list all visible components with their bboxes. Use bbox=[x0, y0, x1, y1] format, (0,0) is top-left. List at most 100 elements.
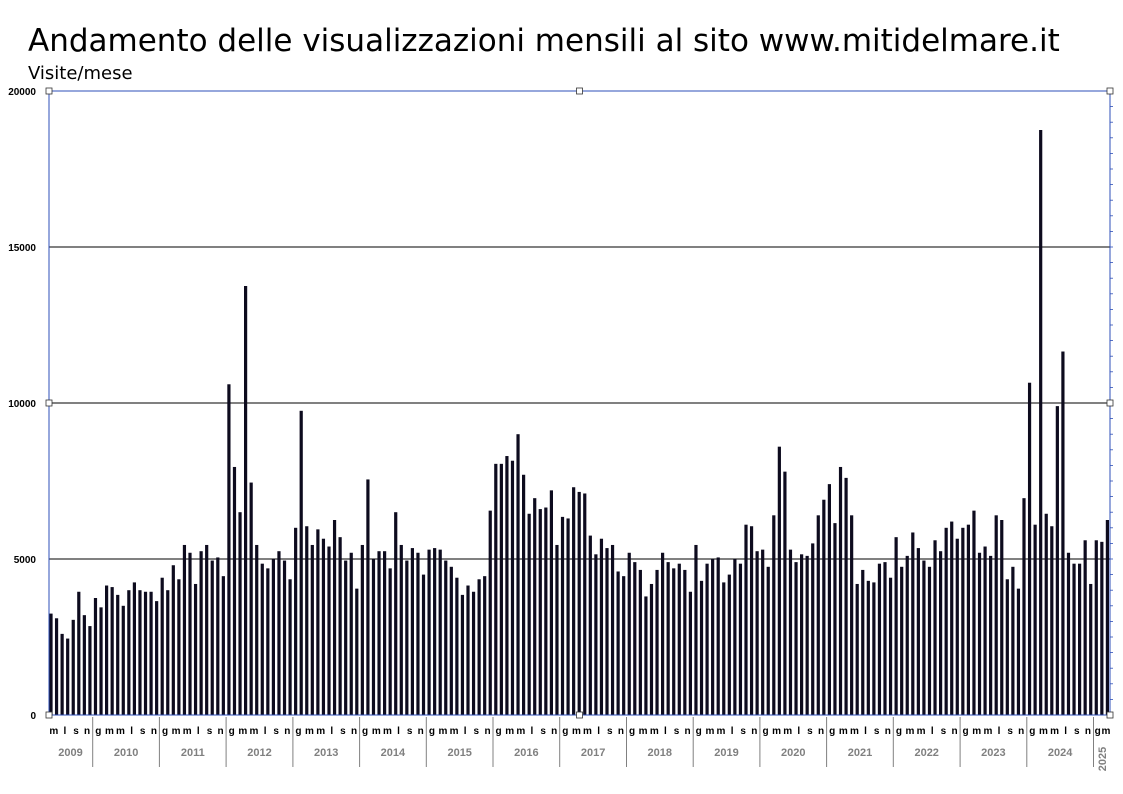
month-label-2022-0: g bbox=[896, 726, 902, 737]
bar-2025-3 bbox=[1105, 520, 1109, 715]
bar-2016-2 bbox=[499, 463, 503, 715]
month-label-2017-4: s bbox=[607, 726, 613, 737]
bar-2022-4 bbox=[911, 532, 915, 715]
bar-2011-4 bbox=[177, 579, 181, 715]
month-label-2010-4: s bbox=[140, 726, 146, 737]
bar-2016-6 bbox=[522, 474, 526, 715]
y-tick-label-4: 20000 bbox=[8, 87, 36, 98]
year-label-2014: 2014 bbox=[381, 747, 406, 759]
bar-2022-1 bbox=[894, 537, 898, 715]
year-label-2022: 2022 bbox=[914, 747, 938, 759]
bar-2012-1 bbox=[227, 384, 231, 715]
bar-2013-10 bbox=[344, 560, 348, 715]
year-label-2013: 2013 bbox=[314, 747, 338, 759]
month-label-2016-3: l bbox=[531, 726, 534, 737]
bar-2009-8 bbox=[88, 626, 92, 715]
bar-2011-11 bbox=[216, 557, 220, 715]
bar-2010-7 bbox=[127, 590, 131, 715]
month-label-2020-3: l bbox=[797, 726, 800, 737]
month-label-2015-1: m bbox=[439, 726, 448, 737]
month-label-2010-2: m bbox=[116, 726, 125, 737]
month-label-2023-1: m bbox=[972, 726, 981, 737]
bar-2021-12 bbox=[888, 577, 893, 715]
bar-2023-11 bbox=[1016, 588, 1021, 715]
handle-3 bbox=[45, 399, 53, 407]
bar-2011-2 bbox=[166, 590, 170, 715]
bar-2018-3 bbox=[638, 569, 642, 715]
bar-2018-12 bbox=[688, 591, 692, 715]
month-label-2024-1: m bbox=[1039, 726, 1048, 737]
bar-2018-4 bbox=[644, 596, 648, 715]
bar-2021-10 bbox=[877, 563, 882, 715]
bar-2015-11 bbox=[483, 576, 487, 715]
bar-2012-3 bbox=[238, 512, 242, 715]
bar-2020-7 bbox=[794, 562, 798, 715]
bar-2009-7 bbox=[82, 615, 86, 715]
bar-2020-9 bbox=[805, 555, 809, 715]
bar-2015-9 bbox=[471, 591, 476, 715]
bar-2024-7 bbox=[1061, 351, 1065, 715]
bar-2016-8 bbox=[533, 498, 537, 715]
bar-2011-10 bbox=[210, 560, 214, 715]
year-label-2011: 2011 bbox=[181, 747, 205, 759]
month-label-2018-2: m bbox=[650, 726, 659, 737]
month-label-2009-2: s bbox=[73, 726, 79, 737]
month-label-2009-3: n bbox=[84, 726, 90, 737]
bars bbox=[49, 130, 1109, 715]
bar-2021-9 bbox=[872, 582, 876, 715]
bar-2011-7 bbox=[193, 583, 198, 715]
month-label-2014-2: m bbox=[383, 726, 392, 737]
month-label-2014-1: m bbox=[372, 726, 381, 737]
bar-2015-3 bbox=[438, 549, 442, 715]
handle-0 bbox=[45, 87, 53, 95]
month-label-2011-4: s bbox=[207, 726, 213, 737]
month-label-2019-4: s bbox=[740, 726, 746, 737]
bar-2017-9 bbox=[605, 548, 609, 715]
month-label-2021-5: n bbox=[885, 726, 891, 737]
bar-2013-12 bbox=[355, 588, 359, 715]
bar-2009-6 bbox=[77, 591, 81, 715]
bar-2016-1 bbox=[494, 463, 498, 715]
bar-2013-6 bbox=[321, 538, 326, 715]
bar-2020-12 bbox=[822, 499, 826, 715]
bar-2021-7 bbox=[861, 569, 865, 715]
month-label-2013-5: n bbox=[351, 726, 357, 737]
bar-2015-1 bbox=[427, 549, 431, 715]
bar-2023-4 bbox=[977, 552, 982, 715]
bar-2024-4 bbox=[1044, 513, 1048, 715]
bar-2020-11 bbox=[816, 515, 820, 715]
month-label-2021-3: l bbox=[864, 726, 867, 737]
bar-2023-3 bbox=[972, 510, 976, 715]
bar-2018-11 bbox=[683, 569, 687, 715]
bar-2022-2 bbox=[900, 566, 904, 715]
year-label-2017: 2017 bbox=[581, 747, 605, 759]
bar-2013-7 bbox=[327, 546, 331, 715]
bar-2015-5 bbox=[449, 566, 453, 715]
bar-2020-3 bbox=[772, 515, 776, 715]
bar-2011-6 bbox=[188, 552, 192, 715]
bar-2022-5 bbox=[916, 548, 920, 715]
bar-2010-12 bbox=[155, 601, 159, 715]
month-label-2014-5: n bbox=[418, 726, 424, 737]
month-label-2015-4: s bbox=[474, 726, 480, 737]
bar-2014-9 bbox=[405, 560, 409, 715]
month-label-2024-3: l bbox=[1064, 726, 1067, 737]
bar-2014-10 bbox=[410, 548, 414, 715]
bar-2023-7 bbox=[994, 515, 998, 715]
year-label-2025: 2025 bbox=[1097, 747, 1109, 771]
bar-2009-1 bbox=[49, 613, 53, 715]
bar-2011-1 bbox=[160, 577, 164, 715]
month-label-2012-0: g bbox=[229, 726, 235, 737]
bar-2011-5 bbox=[182, 544, 187, 715]
month-label-2014-4: s bbox=[407, 726, 413, 737]
bar-2013-11 bbox=[349, 552, 353, 715]
bar-2010-6 bbox=[121, 605, 125, 715]
bar-2016-11 bbox=[549, 490, 553, 715]
bar-2023-5 bbox=[983, 546, 987, 715]
bar-2019-1 bbox=[694, 544, 698, 715]
bar-2010-8 bbox=[132, 582, 136, 715]
bar-2020-6 bbox=[788, 549, 793, 715]
month-label-2010-1: m bbox=[105, 726, 114, 737]
handle-6 bbox=[576, 711, 583, 719]
month-label-2020-0: g bbox=[762, 726, 768, 737]
